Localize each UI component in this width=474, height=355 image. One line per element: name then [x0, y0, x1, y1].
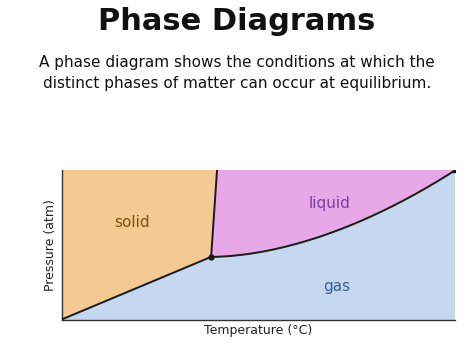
Text: liquid: liquid — [308, 196, 350, 211]
Text: gas: gas — [323, 279, 351, 294]
Text: solid: solid — [115, 215, 150, 230]
Text: A phase diagram shows the conditions at which the
distinct phases of matter can : A phase diagram shows the conditions at … — [39, 55, 435, 91]
Text: Phase Diagrams: Phase Diagrams — [98, 7, 376, 36]
Polygon shape — [62, 170, 217, 320]
Polygon shape — [62, 170, 455, 320]
X-axis label: Temperature (°C): Temperature (°C) — [204, 324, 312, 337]
Polygon shape — [211, 170, 455, 257]
Y-axis label: Pressure (atm): Pressure (atm) — [45, 199, 57, 291]
